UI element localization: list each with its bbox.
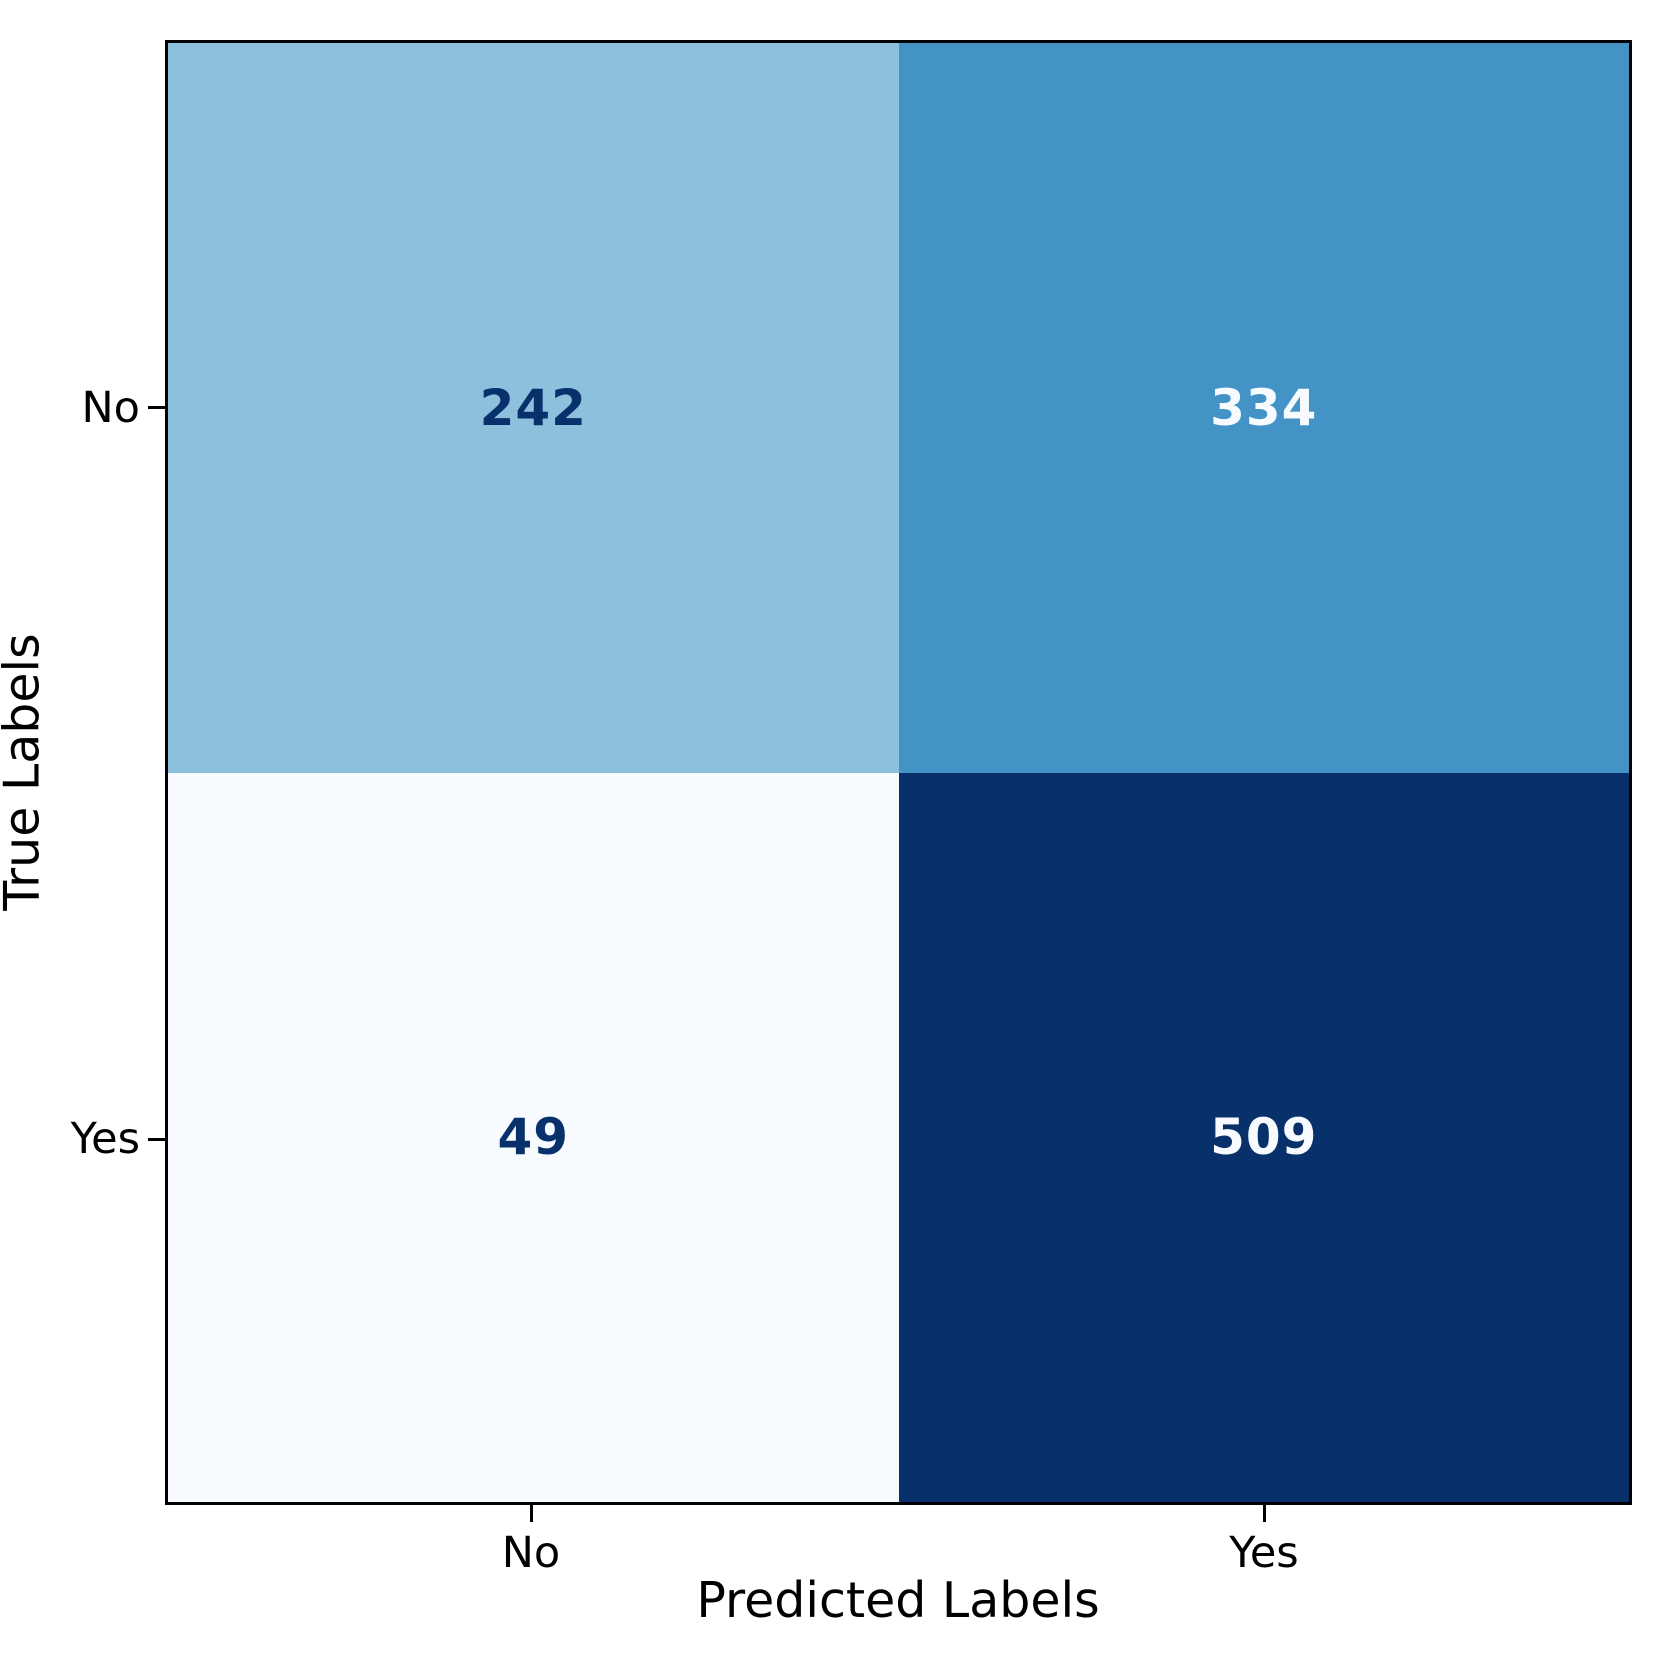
cell-value-true-no-pred-no: 242: [479, 378, 587, 437]
y-tick-mark-no: [148, 406, 165, 409]
cell-value-true-yes-pred-yes: 509: [1210, 1108, 1318, 1167]
x-tick-mark-yes: [1263, 1505, 1266, 1522]
cell-true-no-pred-yes: 334: [898, 43, 1629, 773]
y-tick-label-yes: Yes: [70, 1114, 140, 1164]
cell-value-true-yes-pred-no: 49: [497, 1108, 570, 1167]
y-tick-mark-yes: [148, 1138, 165, 1141]
cell-value-true-no-pred-yes: 334: [1210, 378, 1318, 437]
cell-true-yes-pred-yes: 509: [898, 772, 1629, 1502]
x-tick-label-yes: Yes: [1229, 1528, 1299, 1578]
x-axis-title: Predicted Labels: [696, 1572, 1100, 1629]
x-tick-mark-no: [530, 1505, 533, 1522]
x-tick-label-no: No: [501, 1528, 561, 1578]
confusion-matrix-plot: 242 334 49 509: [165, 40, 1632, 1505]
y-axis-title: True Labels: [0, 633, 51, 911]
cell-true-yes-pred-no: 49: [168, 772, 899, 1502]
cell-true-no-pred-no: 242: [168, 43, 899, 773]
y-tick-label-no: No: [81, 383, 140, 433]
